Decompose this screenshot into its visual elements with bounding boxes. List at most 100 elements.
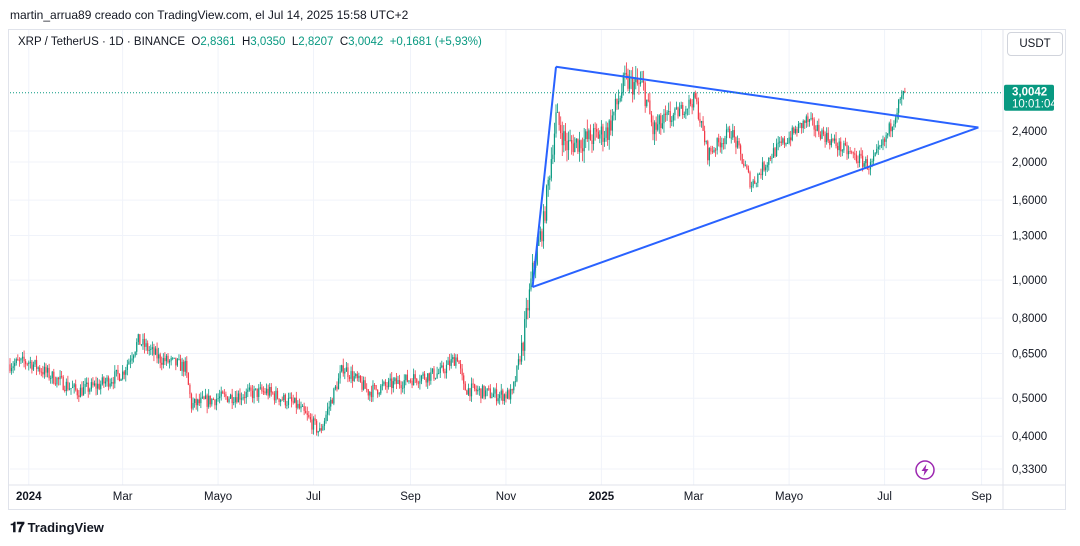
candle-body [78, 395, 80, 398]
candle [510, 384, 512, 404]
candle [82, 381, 85, 396]
candle-body [786, 142, 789, 144]
candle-body [348, 376, 351, 379]
candle-body [65, 381, 67, 391]
candle-body [61, 376, 63, 377]
candle [719, 136, 721, 153]
candle-body [125, 370, 127, 375]
candle [261, 384, 263, 394]
candle [292, 394, 294, 405]
candle [40, 368, 42, 377]
candle-body [882, 139, 884, 146]
candle-body [384, 381, 387, 386]
candle [78, 390, 80, 402]
candle [577, 138, 579, 155]
candle-body [259, 387, 261, 389]
candle-body [70, 388, 72, 389]
candle-body [455, 357, 457, 366]
candle-body [129, 360, 132, 362]
candle [852, 151, 854, 159]
trendline [531, 66, 558, 288]
candle [763, 160, 765, 172]
candle [57, 376, 60, 386]
candle-body [344, 371, 346, 374]
candle-body [475, 388, 477, 392]
currency-button[interactable]: USDT [1007, 32, 1063, 56]
candle-body [148, 349, 150, 351]
candle [486, 388, 488, 397]
candle-body [287, 398, 290, 405]
candle-body [431, 368, 434, 373]
candle-body [438, 373, 440, 374]
candle-body [851, 151, 853, 153]
candle-body [622, 74, 624, 93]
candle [613, 111, 615, 121]
candle-body [592, 128, 595, 144]
candle [628, 69, 631, 94]
candle [392, 377, 394, 393]
candle-body [563, 131, 565, 146]
candle [248, 382, 250, 392]
candle [793, 126, 795, 135]
candle [280, 399, 282, 407]
candle [65, 378, 67, 396]
candle-body [877, 146, 879, 150]
candle [305, 406, 307, 414]
candle-body [200, 397, 202, 404]
candle-body [34, 360, 36, 365]
candle-body [638, 83, 640, 85]
candle [106, 375, 108, 387]
candle [447, 356, 449, 365]
candle-body [898, 99, 900, 113]
candle-body [45, 366, 47, 373]
candle-body [682, 105, 684, 115]
y-tick-label: 0,6500 [1012, 349, 1047, 361]
candle-body [671, 120, 673, 122]
candle [200, 392, 202, 409]
candle [833, 134, 836, 144]
candle [761, 157, 764, 181]
lightning-icon[interactable] [915, 460, 935, 480]
candle [406, 369, 408, 383]
candle-body [582, 148, 584, 152]
candle [658, 114, 660, 134]
candle-body [71, 386, 74, 389]
candle [840, 137, 842, 157]
candle-body [120, 379, 122, 381]
candle [206, 393, 208, 414]
candle-body [106, 377, 108, 382]
candle [646, 99, 648, 108]
candle [832, 137, 834, 143]
candle-body [195, 398, 197, 406]
candle [885, 132, 887, 149]
candle [154, 346, 157, 356]
candle-body [251, 390, 254, 399]
time-axis: 2024 Mar Mayo Jul Sep Nov 2025 Mar Mayo Jul Sep [8, 484, 1066, 503]
trendline [532, 126, 979, 289]
candle [497, 394, 499, 404]
candle-body [68, 388, 71, 390]
candle-body [269, 386, 271, 396]
candle-body [749, 172, 751, 188]
candle [664, 105, 667, 122]
legend-change: +0,1681 (+5,93%) [389, 36, 482, 48]
tradingview-logo[interactable]: 𝟏𝟕 TradingView [10, 519, 104, 536]
candle [824, 131, 826, 148]
candle-body [294, 397, 296, 403]
candle-body [39, 367, 41, 372]
candle-body [433, 368, 435, 379]
candle [632, 66, 634, 103]
candle-body [680, 105, 682, 109]
candle-body [674, 108, 676, 115]
candle-body [525, 308, 527, 319]
candle [170, 355, 172, 366]
candle [364, 376, 366, 389]
candle [43, 362, 46, 379]
candle [98, 379, 100, 391]
candle-body [403, 380, 405, 388]
candle [409, 378, 412, 384]
candle [505, 391, 507, 403]
candle [89, 387, 91, 395]
candle [97, 377, 99, 395]
